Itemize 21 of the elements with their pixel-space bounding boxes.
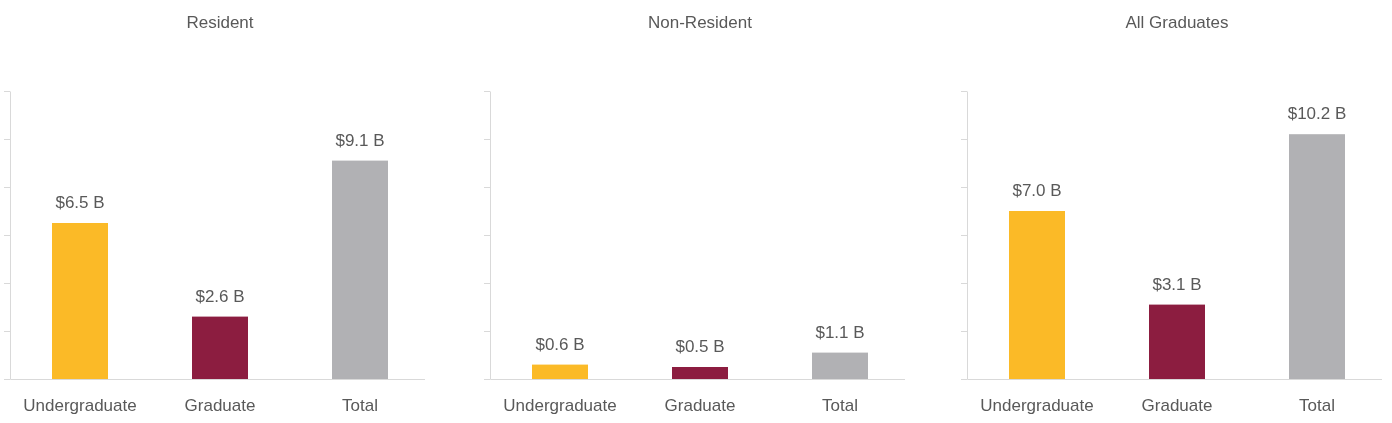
- x-tick-label: Total: [342, 396, 378, 416]
- data-label: $1.1 B: [815, 322, 865, 342]
- data-label: $2.6 B: [195, 286, 245, 306]
- data-label: $6.5 B: [55, 193, 105, 212]
- chart-title: Resident: [186, 13, 254, 32]
- data-label: $0.5 B: [675, 337, 725, 356]
- x-tick-label: Undergraduate: [23, 396, 137, 416]
- x-tick-label: Undergraduate: [503, 396, 617, 416]
- x-tick-label: Total: [822, 396, 858, 416]
- data-label: $0.6 B: [535, 334, 585, 354]
- data-label: $10.2 B: [1287, 104, 1347, 124]
- x-tick-label: Graduate: [664, 396, 736, 416]
- x-tick-label: Undergraduate: [980, 396, 1094, 416]
- x-tick-label: Graduate: [184, 396, 256, 416]
- data-label: $9.1 B: [335, 130, 385, 150]
- data-label: $7.0 B: [1012, 181, 1062, 200]
- chart-title: All Graduates: [1125, 13, 1229, 32]
- x-tick-label: Graduate: [1141, 396, 1213, 416]
- chart-title: Non-Resident: [648, 13, 753, 32]
- x-tick-label: Total: [1299, 396, 1335, 416]
- data-label: $3.1 B: [1152, 274, 1202, 294]
